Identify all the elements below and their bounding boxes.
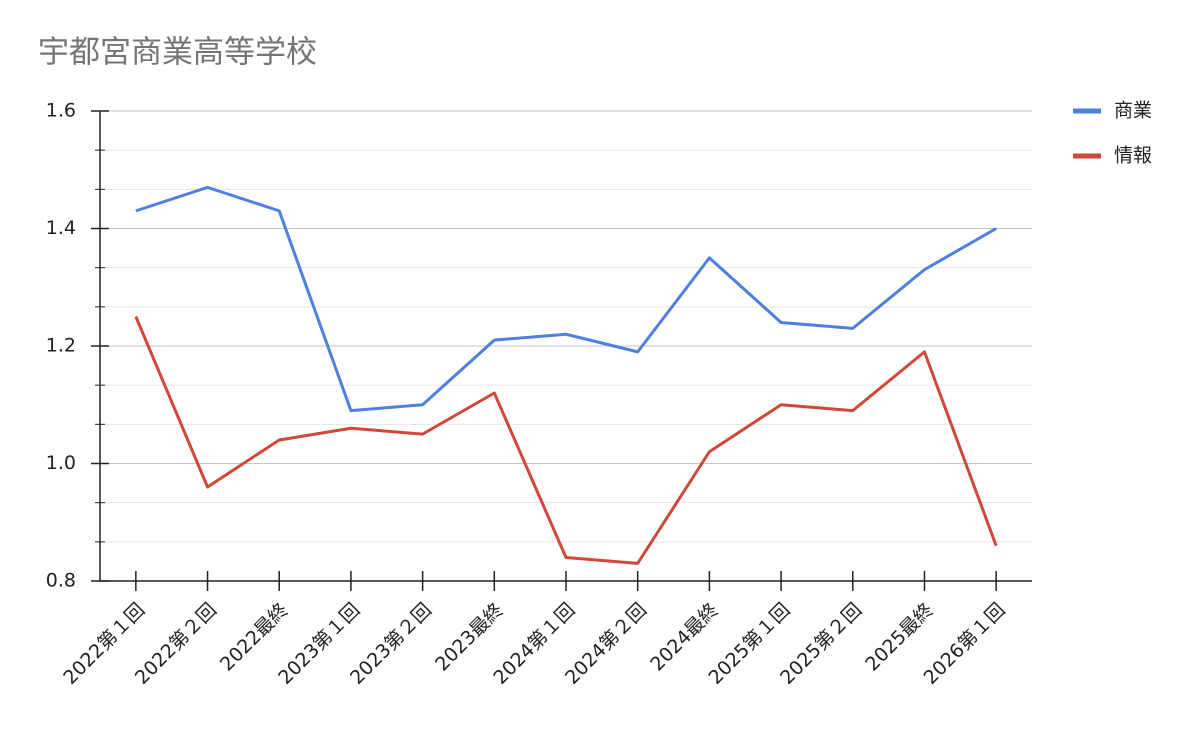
y-tick-label: 1.4 — [46, 217, 76, 239]
legend-label: 商業 — [1114, 100, 1152, 122]
y-tick-label: 1.0 — [46, 452, 76, 474]
legend-label: 情報 — [1114, 145, 1152, 167]
y-tick-label: 1.6 — [46, 100, 76, 122]
y-tick-label: 1.2 — [46, 335, 76, 357]
x-tick-label: 2024最終 — [646, 599, 723, 676]
line-series — [134, 316, 998, 565]
x-tick-label: 2025最終 — [861, 599, 938, 676]
x-tick-label: 2022最終 — [216, 599, 293, 676]
y-tick-label: 0.8 — [46, 570, 76, 592]
line-series — [135, 185, 997, 413]
chart-title: 宇都宮商業高等学校 — [38, 35, 317, 71]
x-tick-label: 2023最終 — [431, 599, 508, 676]
